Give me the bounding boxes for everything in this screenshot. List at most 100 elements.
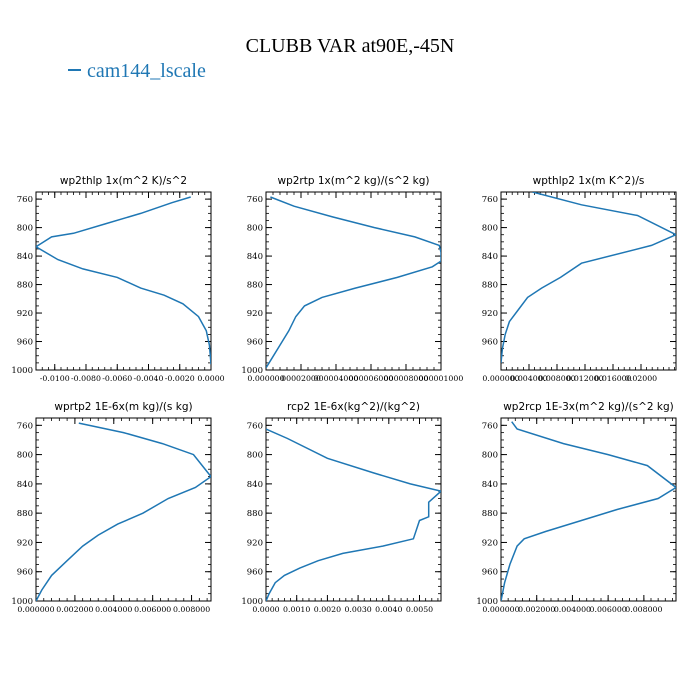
plot-frame [265,417,442,602]
x-tick-label: 0.008000 [173,605,210,614]
y-tick-label: 760 [482,195,498,205]
subplot-6: wp2rcp 1E-3x(m^2 kg)/(s^2 kg) 760 800 840 88… [476,401,677,614]
x-tick-label: -0.0020 [165,374,195,383]
y-tick-label: 760 [17,195,33,205]
y-tick-label: 840 [482,480,498,490]
subplot-3: wpthlp2 1x(m K^2)/s 760 800 840 880 920 960 0.0… [482,175,677,383]
subplot-1: wp2thlp 1x(m^2 K)/s^2 760 800 840 880 920 960 1… [11,175,224,383]
y-tick-label: 760 [482,421,498,431]
figure-title: CLUBB VAR at90E,-45N [245,35,455,57]
subplot-5: rcp2 1E-6x(kg^2)/(kg^2) 760 800 840 880 920 96… [241,401,442,614]
y-tick-label: 880 [247,509,263,519]
subplot-title: wp2thlp 1x(m^2 K)/s^2 [60,175,187,187]
subplot-title: wprtp2 1E-6x(m kg)/(s kg) [54,401,192,413]
subplot-title: rcp2 1E-6x(kg^2)/(kg^2) [287,401,420,413]
plot-frame [500,417,677,602]
y-tick-label: 800 [482,451,498,461]
subplot-title: wpthlp2 1x(m K^2)/s [533,175,645,187]
x-tick-label: 000001000 [419,374,464,383]
y-tick-label: 960 [482,568,498,578]
y-tick-label: 960 [482,338,498,348]
series-line [266,428,441,601]
y-tick-label: 960 [247,568,263,578]
y-tick-label: 1000 [11,366,33,376]
x-tick-label: 0.000000 [17,605,54,614]
y-tick-label: 960 [247,338,263,348]
x-tick-label: -0.0080 [71,374,101,383]
subplot-title: wp2rtp 1x(m^2 kg)/(s^2 kg) [277,175,429,187]
x-tick-label: 0.002000 [56,605,93,614]
y-tick-label: 960 [17,568,33,578]
x-tick-label: 0.002000 [518,605,555,614]
subplot-4: wprtp2 1E-6x(m kg)/(s kg) 760 800 840 880 920… [11,401,212,614]
y-tick-label: 920 [247,538,263,548]
y-tick-label: 880 [482,281,498,291]
y-tick-label: 1000 [241,366,263,376]
y-tick-label: 920 [247,309,263,319]
x-tick-label: 0.016000 [594,374,631,383]
y-tick-label: 760 [247,421,263,431]
x-tick-label: 0.004000 [554,605,591,614]
legend-label: cam144_lscale [87,60,206,82]
x-tick-label: 0.004000 [510,374,547,383]
x-tick-label: 0.0000 [197,374,224,383]
y-tick-label: 840 [17,252,33,262]
y-tick-label: 920 [17,538,33,548]
y-tick-label: 920 [482,538,498,548]
x-tick-label: 0.012000 [566,374,603,383]
x-tick-label: 0.0000 [252,605,279,614]
x-tick-label: 0.006000 [590,605,627,614]
x-tick-label: -0.0100 [40,374,70,383]
y-tick-label: 840 [247,252,263,262]
x-tick-label: 0.008000 [625,605,662,614]
series-line [266,196,441,369]
legend-line-swatch [68,69,81,72]
x-tick-label: 0.000000 [482,374,519,383]
y-tick-label: 880 [247,281,263,291]
subplot-title: wp2rcp 1E-3x(m^2 kg)/(s^2 kg) [503,401,674,413]
x-tick-label: 0.0050 [406,605,433,614]
y-tick-label: 840 [247,480,263,490]
series-line [501,421,676,601]
y-tick-label: 800 [247,224,263,234]
y-tick-label: 760 [17,421,33,431]
y-tick-label: 1000 [476,597,498,607]
x-tick-label: 000004000 [314,374,359,383]
plot-frame [500,191,677,371]
y-tick-label: 880 [17,281,33,291]
x-tick-label: 0.000000 [247,374,284,383]
x-tick-label: 0.02000 [625,374,657,383]
y-tick-label: 920 [482,309,498,319]
y-tick-label: 920 [17,309,33,319]
series-line [501,192,676,363]
x-tick-label: 0.008000 [538,374,575,383]
series-line [36,422,211,601]
y-tick-label: 840 [17,480,33,490]
y-tick-label: 880 [482,509,498,519]
y-tick-label: 1000 [241,597,263,607]
y-tick-label: 800 [17,451,33,461]
legend: cam144_lscale [68,60,206,83]
y-tick-label: 760 [247,195,263,205]
x-tick-label: 00002000 [281,374,321,383]
y-tick-label: 880 [17,509,33,519]
y-tick-label: 800 [247,451,263,461]
series-line [36,196,211,365]
x-tick-label: 0.0020 [314,605,341,614]
y-tick-label: 800 [17,224,33,234]
x-tick-label: 0.006000 [134,605,171,614]
x-tick-label: 0.004000 [95,605,132,614]
y-tick-label: 800 [482,224,498,234]
y-tick-label: 960 [17,338,33,348]
x-tick-label: 0.000000 [482,605,519,614]
plot-frame [35,417,212,602]
plot-frame [265,191,442,371]
y-tick-label: 1000 [11,597,33,607]
subplot-2: wp2rtp 1x(m^2 kg)/(s^2 kg) 760 800 840 880 92… [241,175,463,383]
x-tick-label: 0.0040 [375,605,402,614]
x-tick-label: 000006000 [349,374,394,383]
x-tick-label: 000008000 [384,374,429,383]
x-tick-label: -0.0060 [102,374,132,383]
y-tick-label: 840 [482,252,498,262]
